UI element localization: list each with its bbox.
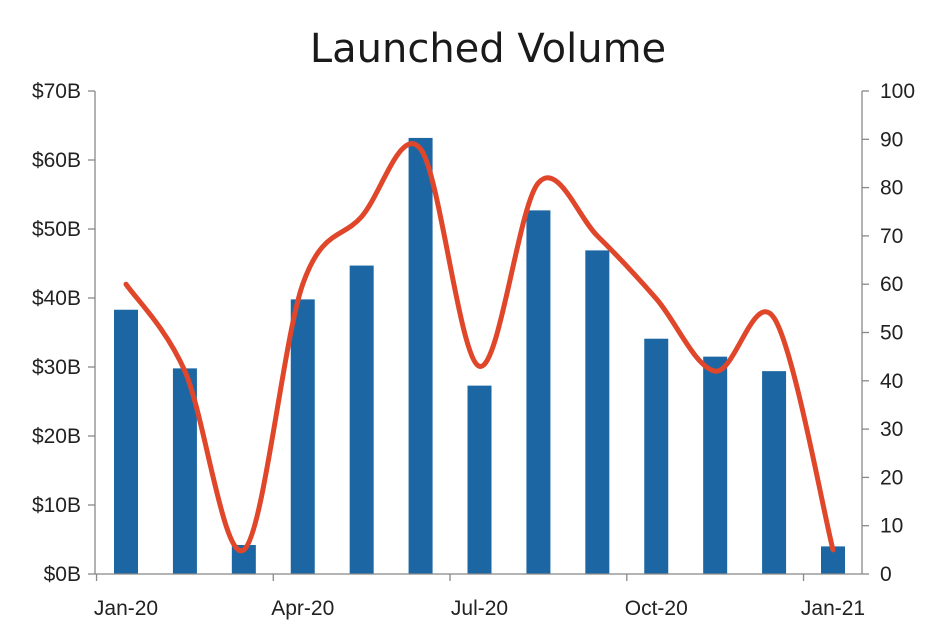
left-tick-label: $60B — [32, 149, 81, 172]
left-tick-label: $10B — [32, 494, 81, 517]
bar-Nov-20 — [703, 356, 728, 574]
right-tick-label: 20 — [880, 466, 903, 489]
right-tick-label: 60 — [880, 273, 903, 296]
right-tick-label: 70 — [880, 225, 903, 248]
line-group — [123, 141, 836, 554]
right-tick-label: 90 — [880, 128, 903, 151]
bar-Oct-20 — [644, 338, 669, 574]
x-tick-label: Oct-20 — [625, 597, 688, 620]
bar-Sep-20 — [585, 250, 610, 574]
right-tick-label: 10 — [880, 515, 903, 538]
left-tick-label: $0B — [44, 563, 81, 586]
bar-May-20 — [349, 265, 374, 574]
x-tick-label: Jan-20 — [94, 597, 158, 620]
x-tick-label: Jul-20 — [451, 597, 508, 620]
x-tick-label: Jan-21 — [801, 597, 865, 620]
right-tick-label: 40 — [880, 370, 903, 393]
right-tick-label: 100 — [880, 80, 915, 103]
left-tick-label: $30B — [32, 356, 81, 379]
right-tick-label: 50 — [880, 322, 903, 345]
left-axis: $0B $10B $20B $30B $40B $50B $60B $70B — [32, 80, 96, 586]
left-tick-label: $40B — [32, 287, 81, 310]
right-tick-label: 80 — [880, 177, 903, 200]
left-tick-label: $70B — [32, 80, 81, 103]
chart-title: Launched Volume — [310, 26, 666, 72]
x-tick-label: Apr-20 — [271, 597, 334, 620]
right-tick-label: 0 — [880, 563, 892, 586]
bar-Dec-20 — [762, 371, 787, 574]
left-tick-label: $20B — [32, 425, 81, 448]
x-axis: Jan-20 Apr-20 Jul-20 Oct-20 Jan-21 — [94, 573, 865, 620]
right-axis: 0 10 20 30 40 50 60 70 80 90 100 — [861, 80, 915, 586]
bar-Jun-20 — [408, 137, 433, 575]
right-tick-label: 30 — [880, 418, 903, 441]
bar-Jan-20 — [114, 309, 138, 574]
bar-Jul-20 — [467, 385, 492, 574]
bar-Aug-20 — [526, 210, 551, 574]
left-tick-label: $50B — [32, 218, 81, 241]
count-line — [123, 141, 836, 554]
bar-Apr-20 — [290, 299, 315, 574]
